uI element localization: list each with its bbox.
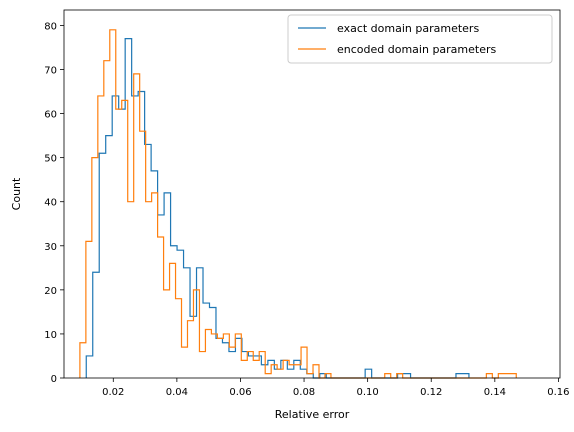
legend-box: [287, 14, 553, 64]
x-tick-label: 0.02: [102, 387, 124, 398]
x-tick-label: 0.08: [293, 387, 315, 398]
histogram-step-line: [85, 38, 470, 379]
y-tick-label: 40: [44, 198, 57, 209]
legend-label-exact: exact domain parameters: [337, 22, 479, 35]
x-tick-label: 0.12: [420, 387, 442, 398]
histogram-series-encoded: [79, 29, 517, 379]
y-tick-label: 20: [44, 286, 57, 297]
x-axis-ticks: 0.02 0.04 0.06 0.08 0.10 0.12 0.14 0.16: [102, 378, 570, 398]
plot-frame: [63, 9, 561, 379]
y-tick-label: 30: [44, 242, 57, 253]
x-tick-label: 0.06: [229, 387, 251, 398]
histogram-series-exact: [85, 38, 470, 379]
legend: exact domain parameters encoded domain p…: [287, 14, 553, 64]
x-axis-label: Relative error: [275, 408, 350, 421]
histogram-step-line: [79, 29, 517, 379]
y-tick-label: 10: [44, 330, 57, 341]
histogram-series-layer: [79, 29, 517, 379]
y-axis-label: Count: [10, 177, 23, 210]
y-axis-ticks: 0 10 20 30 40 50 60 70 80: [44, 21, 64, 385]
y-tick-label: 50: [44, 154, 57, 165]
x-tick-label: 0.10: [357, 387, 379, 398]
legend-label-encoded: encoded domain parameters: [337, 43, 497, 56]
y-tick-label: 60: [44, 110, 57, 121]
y-tick-label: 0: [51, 374, 57, 385]
x-tick-label: 0.04: [166, 387, 188, 398]
x-tick-label: 0.16: [547, 387, 569, 398]
x-tick-label: 0.14: [484, 387, 506, 398]
y-tick-label: 70: [44, 65, 57, 76]
y-tick-label: 80: [44, 21, 57, 32]
